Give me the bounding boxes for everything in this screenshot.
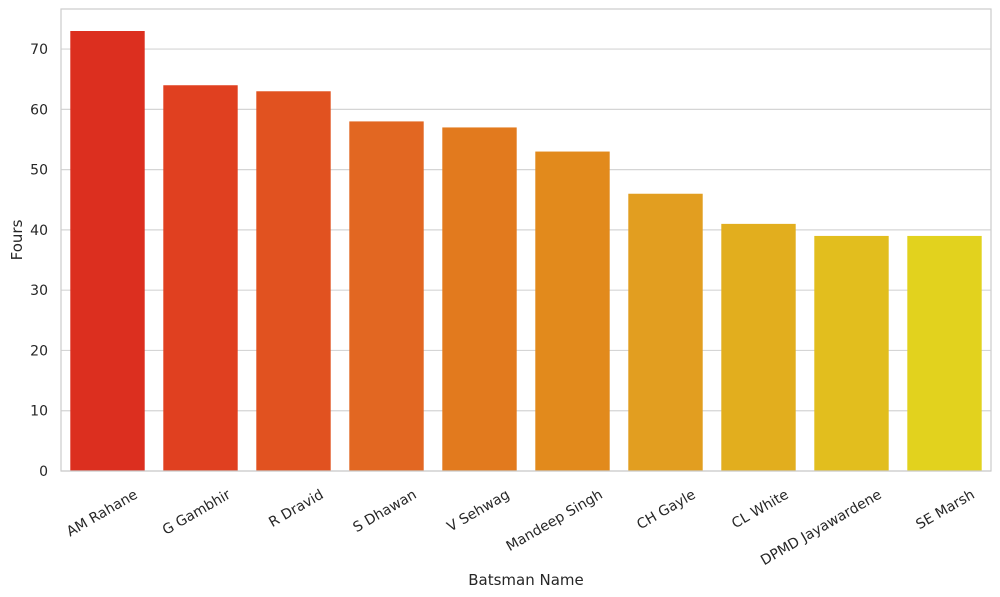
plot-frame xyxy=(60,8,992,472)
y-tick-label: 30 xyxy=(30,283,48,299)
y-tick-label: 10 xyxy=(30,404,48,420)
y-tick-labels: 0 10 20 30 40 50 60 70 xyxy=(30,42,48,480)
y-tick-label: 20 xyxy=(30,343,48,359)
y-axis-label: Fours xyxy=(8,219,26,260)
y-tick-label: 40 xyxy=(30,223,48,239)
x-tick-label: V Sehwag xyxy=(444,487,512,536)
x-tick-label: SE Marsh xyxy=(913,487,977,533)
x-tick-labels: AM Rahane G Gambhir R Dravid S Dhawan V Sehw… xyxy=(64,487,977,569)
x-tick-label: CL White xyxy=(729,487,791,532)
bar xyxy=(814,235,889,471)
bar xyxy=(721,223,796,471)
y-tick-label: 70 xyxy=(30,42,48,58)
bars xyxy=(70,31,982,472)
x-tick-label: R Dravid xyxy=(266,487,326,531)
x-tick-label: S Dhawan xyxy=(350,487,419,536)
bar xyxy=(628,193,703,471)
bar xyxy=(70,31,145,471)
bar xyxy=(442,127,517,471)
y-tick-label: 50 xyxy=(30,163,48,179)
bar xyxy=(349,121,424,472)
bar xyxy=(163,85,238,471)
bar xyxy=(907,235,982,471)
y-tick-label: 60 xyxy=(30,102,48,118)
x-tick-label: Mandeep Singh xyxy=(504,487,606,555)
x-axis-label: Batsman Name xyxy=(468,571,584,589)
y-tick-label: 0 xyxy=(39,464,48,480)
x-tick-label: CH Gayle xyxy=(634,487,698,533)
x-tick-label: G Gambhir xyxy=(160,487,234,539)
bar xyxy=(256,91,331,471)
x-tick-label: AM Rahane xyxy=(64,487,140,540)
bar xyxy=(535,151,610,471)
